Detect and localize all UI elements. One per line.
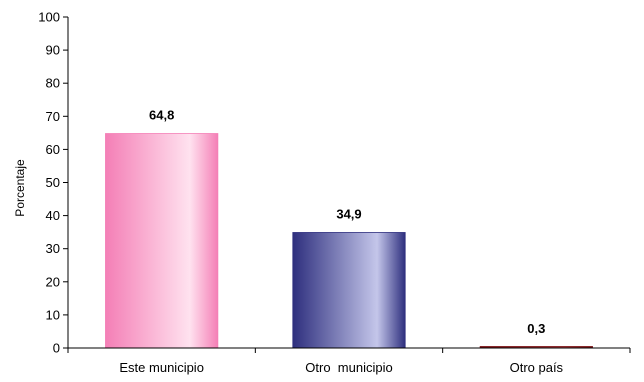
y-tick-label: 0 xyxy=(53,341,60,356)
bars: 64,8 34,9 0,3 xyxy=(105,108,593,349)
y-tick-label: 30 xyxy=(46,241,60,256)
x-category-label: Otro país xyxy=(510,360,564,375)
y-tick-label: 80 xyxy=(46,76,60,91)
bar xyxy=(292,232,406,349)
x-category-label: Otro municipio xyxy=(305,360,392,375)
data-label: 0,3 xyxy=(527,321,545,336)
y-tick-label: 50 xyxy=(46,175,60,190)
y-tick-label: 100 xyxy=(38,10,60,25)
x-axis: Este municipio Otro municipio Otro país xyxy=(67,347,631,375)
data-label: 34,9 xyxy=(336,206,361,221)
data-label: 64,8 xyxy=(149,108,174,123)
y-tick-label: 70 xyxy=(46,109,60,124)
y-tick-label: 90 xyxy=(46,43,60,58)
y-tick-label: 10 xyxy=(46,307,60,322)
y-axis-label: Porcentaje xyxy=(13,159,27,217)
bar xyxy=(105,133,219,349)
x-category-label: Este municipio xyxy=(119,360,204,375)
y-tick-label: 60 xyxy=(46,142,60,157)
y-tick-label: 20 xyxy=(46,274,60,289)
y-tick-label: 40 xyxy=(46,208,60,223)
y-axis: 0 10 20 30 40 50 60 70 80 90 100 xyxy=(38,10,69,356)
